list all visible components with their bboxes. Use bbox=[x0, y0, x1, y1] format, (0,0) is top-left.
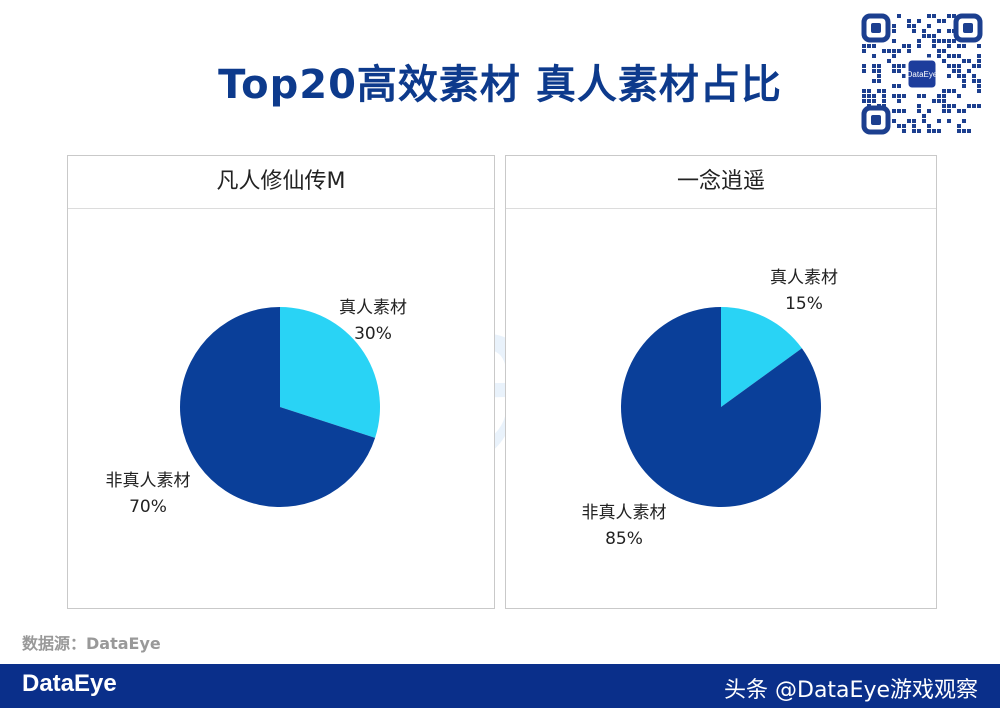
slice-label: 非真人素材 bbox=[106, 471, 191, 491]
pie-slice-real-person bbox=[280, 307, 380, 438]
slice-value-label: 70% bbox=[129, 497, 167, 517]
chart-title-right: 一念逍遥 bbox=[506, 156, 936, 209]
slice-label: 真人素材 bbox=[339, 298, 407, 318]
slice-value-label: 15% bbox=[785, 294, 823, 314]
pie-slice-non-real-person bbox=[621, 307, 821, 507]
pie-chart-left: 真人素材 30% 非真人素材 70% bbox=[106, 298, 408, 517]
slice-label: 非真人素材 bbox=[582, 503, 667, 523]
qr-logo-text: DataEye bbox=[907, 70, 938, 79]
slice-value-label: 30% bbox=[354, 324, 392, 344]
qr-code: DataEye bbox=[860, 12, 984, 136]
footer-logo: DataEye bbox=[22, 670, 117, 697]
chart-panel-right: 真人素材 15% 非真人素材 85% 一念逍遥 bbox=[505, 155, 937, 609]
footer-bar: DataEye 头条 @DataEye游戏观察 bbox=[0, 664, 1000, 708]
chart-title-left: 凡人修仙传M bbox=[68, 156, 494, 209]
pie-chart-right: 真人素材 15% 非真人素材 85% bbox=[582, 268, 839, 549]
page-title: Top20高效素材 真人素材占比 bbox=[218, 62, 782, 108]
slice-value-label: 85% bbox=[605, 529, 643, 549]
chart-panel-left: 真人素材 30% 非真人素材 70% 凡人修仙传M bbox=[67, 155, 495, 609]
footer-credit: 头条 @DataEye游戏观察 bbox=[724, 678, 978, 703]
pie-slice-real-person bbox=[721, 307, 802, 407]
slice-label: 真人素材 bbox=[770, 268, 838, 288]
pie-slice-non-real-person bbox=[180, 307, 376, 507]
data-source: 数据源：DataEye bbox=[22, 634, 161, 653]
